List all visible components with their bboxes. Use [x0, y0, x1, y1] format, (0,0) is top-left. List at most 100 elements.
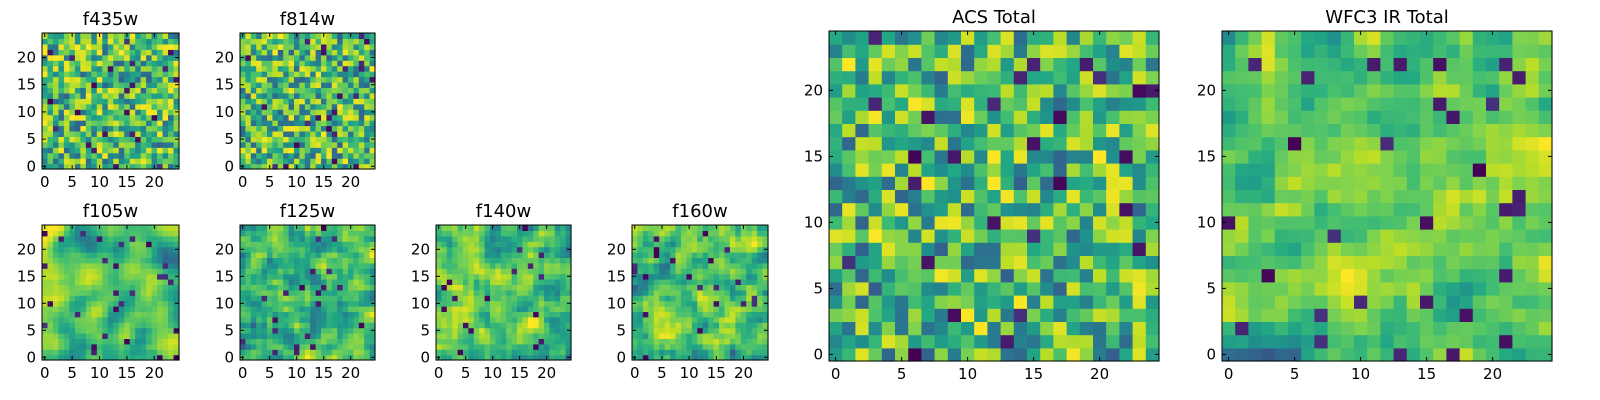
heatmap-cell	[250, 349, 257, 356]
heatmap-cell	[670, 316, 677, 323]
heatmap-cell	[1027, 281, 1041, 296]
heatmap-cell	[554, 349, 561, 356]
heatmap-cell	[490, 284, 496, 291]
heatmap-cell	[74, 349, 81, 356]
heatmap-cell	[337, 103, 344, 110]
heatmap-cell	[1486, 202, 1500, 217]
heatmap-cell	[1235, 321, 1249, 336]
heatmap-cell	[310, 103, 317, 110]
heatmap-cell	[829, 97, 843, 111]
heatmap-cell	[751, 246, 758, 253]
heatmap-cell	[245, 87, 252, 94]
heatmap-cell	[1274, 229, 1289, 243]
heatmap-cell	[1013, 229, 1028, 243]
heatmap-cell	[648, 257, 655, 264]
heatmap-cell	[702, 284, 709, 291]
heatmap-cell	[895, 110, 909, 124]
heatmap-cell	[358, 230, 365, 237]
heatmap-cell	[484, 284, 491, 291]
heatmap-cell	[1327, 334, 1342, 349]
heatmap-cell	[80, 158, 87, 165]
heatmap-cell	[80, 71, 87, 78]
heatmap-cell	[364, 158, 371, 165]
heatmap-cell	[58, 65, 65, 72]
heatmap-cell	[527, 257, 534, 264]
heatmap-cell	[91, 147, 98, 154]
heatmap-cell	[277, 109, 284, 116]
heatmap-cell	[1053, 334, 1068, 349]
heatmap-cell	[321, 322, 327, 329]
heatmap-cell	[1472, 242, 1487, 256]
heatmap-cell	[500, 349, 507, 356]
x-tick-label: 15	[314, 364, 333, 382]
heatmap-cell	[42, 120, 49, 127]
heatmap-cell	[511, 333, 518, 339]
heatmap-cell	[52, 125, 60, 132]
heatmap-cell	[369, 316, 376, 323]
heatmap-cell	[1261, 215, 1276, 230]
heatmap-cell	[511, 230, 518, 237]
heatmap-cell	[632, 311, 639, 318]
heatmap-cell	[107, 343, 114, 350]
heatmap-cell	[353, 246, 360, 253]
x-tick-label: 5	[265, 173, 275, 191]
heatmap-cell	[881, 110, 896, 124]
heatmap-cell	[881, 97, 896, 111]
heatmap-cell	[670, 262, 677, 269]
heatmap-cell	[642, 225, 649, 231]
heatmap-cell	[162, 38, 169, 45]
heatmap-cell	[102, 246, 109, 253]
heatmap-cell	[987, 268, 1002, 283]
heatmap-cell	[107, 163, 114, 170]
heatmap-cell	[358, 114, 365, 121]
heatmap-cell	[729, 279, 736, 285]
heatmap-cell	[921, 97, 936, 111]
heatmap-cell	[369, 65, 376, 72]
heatmap-cell	[358, 81, 365, 88]
heatmap-cell	[1235, 242, 1249, 256]
heatmap-cell	[304, 246, 311, 253]
heatmap-cell	[1053, 242, 1068, 256]
heatmap-cell	[63, 311, 70, 318]
heatmap-cell	[118, 354, 125, 361]
heatmap-cell	[151, 327, 158, 334]
heatmap-cell	[168, 316, 175, 323]
heatmap-cell	[751, 311, 758, 318]
heatmap-cell	[140, 338, 147, 345]
heatmap-cell	[326, 98, 333, 105]
heatmap-cell	[85, 109, 92, 116]
heatmap-cell	[277, 349, 284, 356]
heatmap-cell	[364, 246, 371, 253]
heatmap-cell	[310, 71, 317, 78]
heatmap-cell	[353, 65, 360, 72]
heatmap-cell	[52, 109, 60, 116]
heatmap-cell	[452, 230, 459, 237]
heatmap-cell	[659, 295, 666, 302]
heatmap-cell	[457, 333, 464, 339]
heatmap-cell	[58, 322, 65, 329]
heatmap-cell	[659, 316, 666, 323]
heatmap-cell	[757, 268, 764, 275]
heatmap-cell	[348, 295, 354, 302]
heatmap-cell	[1040, 136, 1054, 151]
heatmap-cell	[256, 268, 263, 275]
heatmap-cell	[908, 123, 922, 138]
heatmap-cell	[310, 92, 317, 99]
heatmap-cell	[719, 273, 726, 280]
heatmap-cell	[294, 158, 300, 165]
heatmap-cell	[829, 255, 843, 270]
heatmap-cell	[452, 262, 459, 269]
heatmap-cell	[91, 158, 98, 165]
heatmap-cell	[85, 71, 92, 78]
heatmap-cell	[107, 158, 114, 165]
heatmap-cell	[113, 98, 120, 105]
heatmap-cell	[348, 125, 354, 132]
heatmap-cell	[299, 273, 306, 280]
heatmap-cell	[664, 327, 671, 334]
heatmap-cell	[554, 338, 561, 345]
heatmap-cell	[69, 65, 76, 72]
heatmap-cell	[1040, 268, 1054, 283]
heatmap-cell	[895, 136, 909, 151]
heatmap-cell	[751, 295, 758, 302]
heatmap-cell	[348, 130, 354, 137]
